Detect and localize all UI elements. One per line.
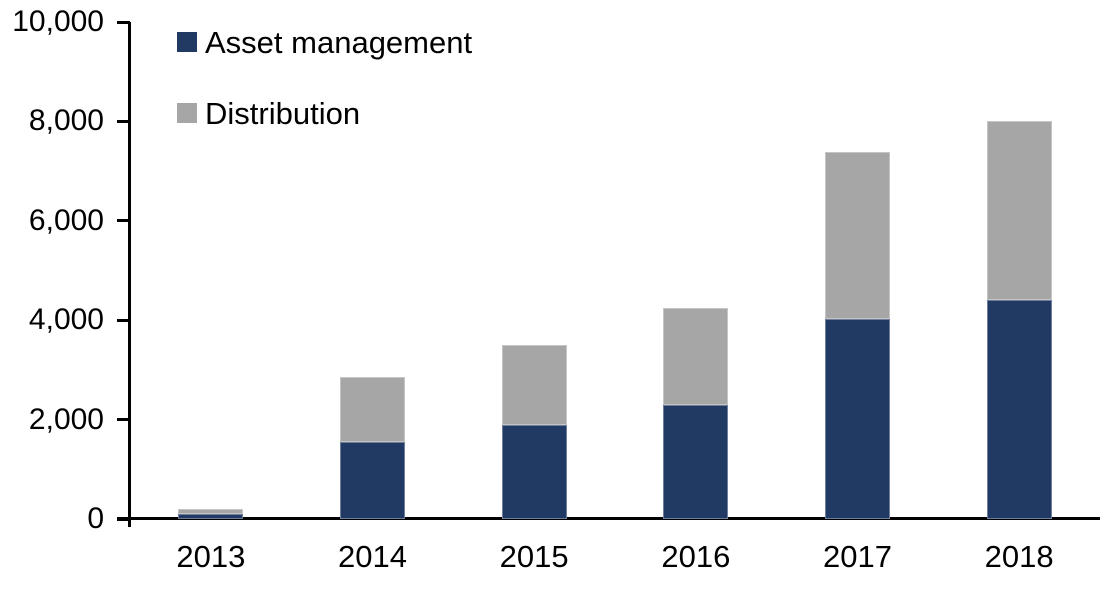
bar-2015-distribution (501, 345, 567, 425)
y-axis-tick-mark (117, 517, 130, 521)
y-axis-tick-label: 0 (87, 502, 104, 535)
y-axis-tick-mark (117, 119, 130, 123)
y-axis-tick-mark (117, 20, 130, 24)
bar-2013-distribution (178, 509, 244, 515)
y-axis-line (128, 22, 131, 527)
bar-2013-asset-management (178, 514, 244, 519)
x-axis-label-2015: 2015 (499, 539, 569, 574)
x-axis-label-2017: 2017 (823, 539, 892, 574)
y-axis-tick-mark (117, 219, 130, 223)
bar-2014-asset-management (340, 441, 405, 519)
y-axis-tick-label: 8,000 (28, 104, 104, 138)
y-axis-tick-label: 4,000 (28, 303, 104, 337)
legend-swatch-asset-management (177, 32, 197, 52)
y-axis-tick-label: 6,000 (28, 203, 104, 237)
bar-2018-distribution (986, 121, 1052, 301)
bar-2017-distribution (825, 152, 890, 319)
x-axis-line (117, 517, 1100, 520)
legend-label-distribution: Distribution (205, 95, 361, 131)
legend-label-asset-management: Asset management (205, 24, 473, 60)
legend-swatch-distribution (177, 103, 197, 123)
y-axis-tick-mark (117, 418, 130, 422)
y-axis-tick-label: 2,000 (28, 402, 104, 436)
bar-2016-asset-management (663, 404, 729, 519)
x-axis-label-2013: 2013 (176, 539, 246, 574)
bar-2014-distribution (340, 377, 405, 442)
legend-item-asset-management: Asset management (177, 25, 472, 59)
bar-2017-asset-management (825, 318, 890, 519)
y-axis-tick-label: 10,000 (12, 5, 104, 38)
x-axis-label-2016: 2016 (661, 539, 731, 574)
x-axis-label-2018: 2018 (984, 539, 1054, 574)
bar-2016-distribution (663, 307, 729, 405)
bar-2015-asset-management (501, 424, 567, 519)
bar-2018-asset-management (986, 300, 1052, 519)
x-axis-label-2014: 2014 (338, 539, 407, 574)
y-axis-tick-mark (117, 318, 130, 322)
legend-item-distribution: Distribution (177, 96, 360, 130)
